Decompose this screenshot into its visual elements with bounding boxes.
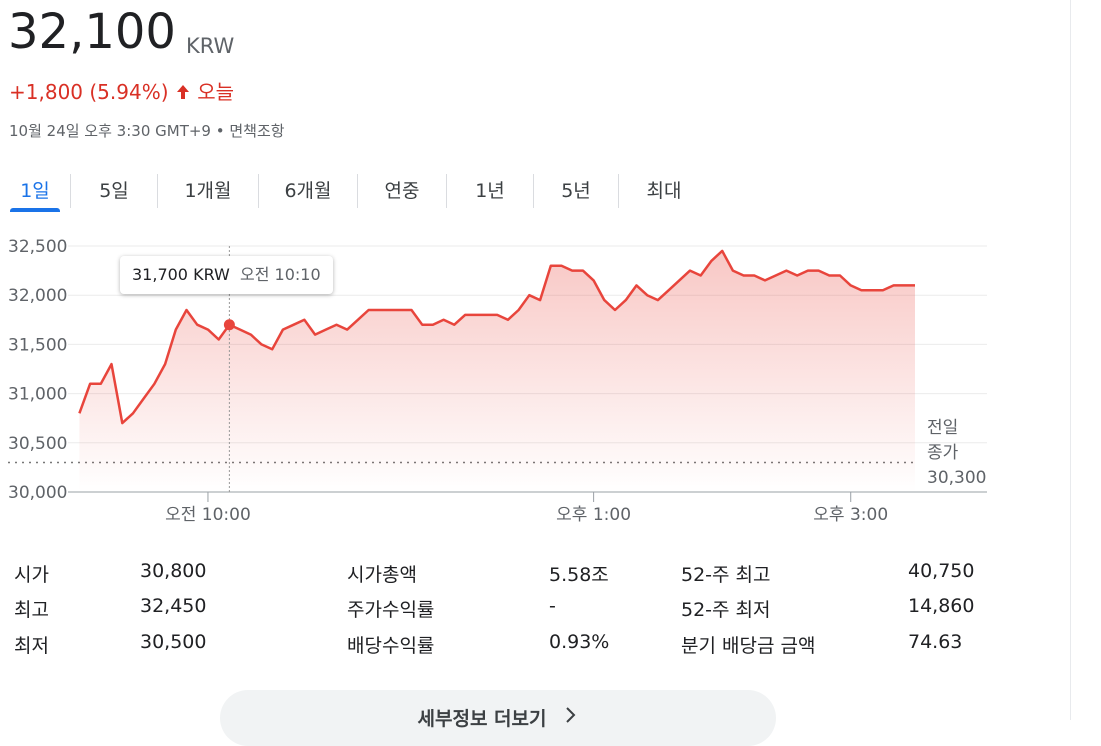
y-tick-label: 30,500: [8, 434, 67, 454]
x-tick-label: 오후 3:00: [813, 505, 888, 525]
tab[interactable]: 5년: [561, 180, 591, 202]
disclaimer[interactable]: 면책조항: [229, 122, 285, 140]
y-tick-label: 31,500: [8, 335, 67, 355]
more-label: 세부정보 더보기: [417, 708, 547, 730]
stat-label: 최저: [14, 635, 49, 657]
y-tick-label: 31,000: [8, 385, 67, 405]
tab-separator: [357, 174, 358, 208]
reference-label: 전일 종가: [927, 418, 959, 463]
tooltip: 31,700 KRW 오전 10:10: [120, 256, 333, 294]
tab[interactable]: 최대: [646, 180, 682, 202]
stat-label: 최고: [14, 599, 49, 621]
stat-label: 주가수익률: [347, 599, 435, 621]
stat-value: 0.93%: [549, 631, 610, 653]
y-tick-label: 32,500: [8, 237, 67, 257]
tooltip-time: 오전 10:10: [240, 265, 321, 284]
stat-value: 14,860: [908, 595, 975, 617]
tooltip-price: 31,700 KRW: [132, 265, 230, 284]
stat-value: 40,750: [908, 560, 975, 582]
tab-separator: [157, 174, 158, 208]
tab-separator: [70, 174, 71, 208]
stat-label: 분기 배당금 금액: [681, 635, 816, 657]
tab-separator: [533, 174, 534, 208]
period: 오늘: [197, 80, 235, 104]
tab[interactable]: 1년: [475, 180, 505, 202]
currency: KRW: [186, 34, 235, 58]
tab[interactable]: 연중: [384, 180, 420, 202]
stat-label: 52-주 최저: [681, 599, 771, 621]
hover-point: [223, 319, 235, 331]
page: 32,100 KRW +1,800 (5.94%) 오늘 10월 24일 오후 …: [0, 0, 1071, 746]
x-tick-label: 오후 1:00: [556, 505, 631, 525]
tab-separator: [258, 174, 259, 208]
stat-value: 32,450: [140, 595, 207, 617]
area: [79, 250, 915, 492]
stat-value: 30,800: [140, 560, 207, 582]
timestamp-line: 10월 24일 오후 3:30 GMT+9 • 면책조항: [9, 122, 285, 140]
stat-label: 52-주 최고: [681, 564, 771, 586]
chevron: [566, 707, 576, 723]
tab[interactable]: 1개월: [184, 180, 232, 202]
timestamp: 10월 24일 오후 3:30 GMT+9: [9, 122, 211, 140]
stat-label: 시가총액: [347, 564, 417, 586]
price: 32,100: [8, 4, 176, 60]
tabs: 1일 5일 1개월 6개월 연중 1년 5년 최대: [0, 172, 709, 212]
tab-separator: [618, 174, 619, 208]
change-value: +1,800 (5.94%): [9, 80, 169, 104]
tab-separator: [446, 174, 447, 208]
y-tick-label: 32,000: [8, 286, 67, 306]
tab[interactable]: 5일: [99, 180, 129, 202]
chart: 30,000 30,500 31,000 31,500 32,000 32,500 오전 1…: [8, 237, 987, 525]
stat-value: 30,500: [140, 631, 207, 653]
y-tick-label: 30,000: [8, 483, 67, 503]
tab[interactable]: 6개월: [284, 180, 332, 202]
line: [78, 249, 915, 425]
side-divider: [1070, 0, 1071, 720]
more-button[interactable]: 세부정보 더보기: [220, 690, 776, 746]
stat-value: 5.58조: [549, 564, 609, 586]
x-tick-label: 오전 10:00: [165, 505, 251, 525]
up-arrow: [176, 85, 189, 99]
tab[interactable]: 1일: [0, 172, 70, 212]
stat-label: 시가: [14, 564, 49, 586]
change: +1,800 (5.94%) 오늘: [9, 76, 234, 105]
stat-label: 배당수익률: [347, 635, 435, 657]
stat-value: 74.63: [908, 631, 963, 653]
stat-value: -: [549, 595, 556, 617]
reference-value: 30,300: [927, 468, 987, 488]
